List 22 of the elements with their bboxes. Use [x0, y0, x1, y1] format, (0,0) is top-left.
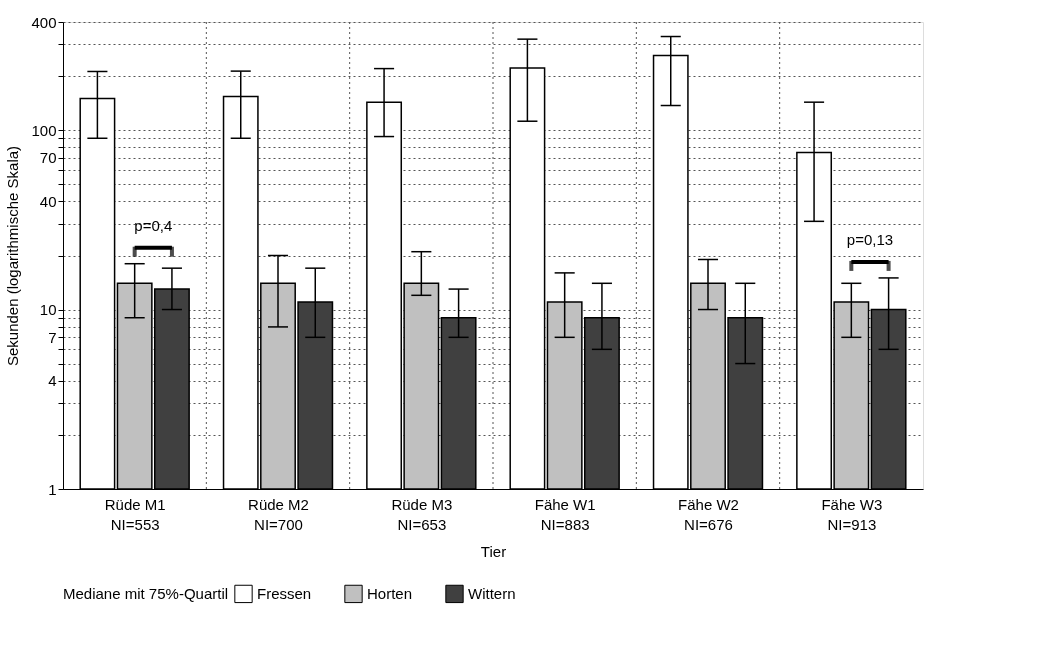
- y-axis-title: Sekunden (logarithmische Skala): [4, 145, 22, 367]
- annotation: p=0,13: [846, 230, 894, 248]
- y-tick-label: 70: [39, 149, 57, 167]
- x-tick-label: Rüde M2 NI=700: [248, 495, 309, 533]
- legend-label: Wittern: [468, 584, 516, 602]
- x-tick-label: Rüde M3 NI=653: [391, 495, 453, 533]
- y-tick-label: 4: [48, 372, 57, 390]
- x-axis-title: Tier: [480, 542, 507, 560]
- y-tick-label: 1: [48, 480, 57, 498]
- y-tick-label: 400: [31, 13, 57, 31]
- x-tick-label: Fähe W1 NI=883: [534, 495, 596, 533]
- y-tick-label: 7: [48, 328, 57, 346]
- y-tick-label: 40: [39, 192, 57, 210]
- legend-label: Fressen: [257, 584, 312, 602]
- y-tick-label: 10: [39, 301, 57, 319]
- legend-label: Horten: [367, 584, 413, 602]
- x-tick-label: Fähe W3 NI=913: [821, 495, 883, 533]
- legend-title: Mediane mit 75%-Quartil: [63, 585, 229, 602]
- y-tick-label: 100: [31, 121, 57, 139]
- x-tick-label: Rüde M1 NI=553: [104, 495, 166, 533]
- annotation: p=0,4: [134, 216, 173, 234]
- x-tick-label: Fähe W2 NI=676: [678, 495, 739, 533]
